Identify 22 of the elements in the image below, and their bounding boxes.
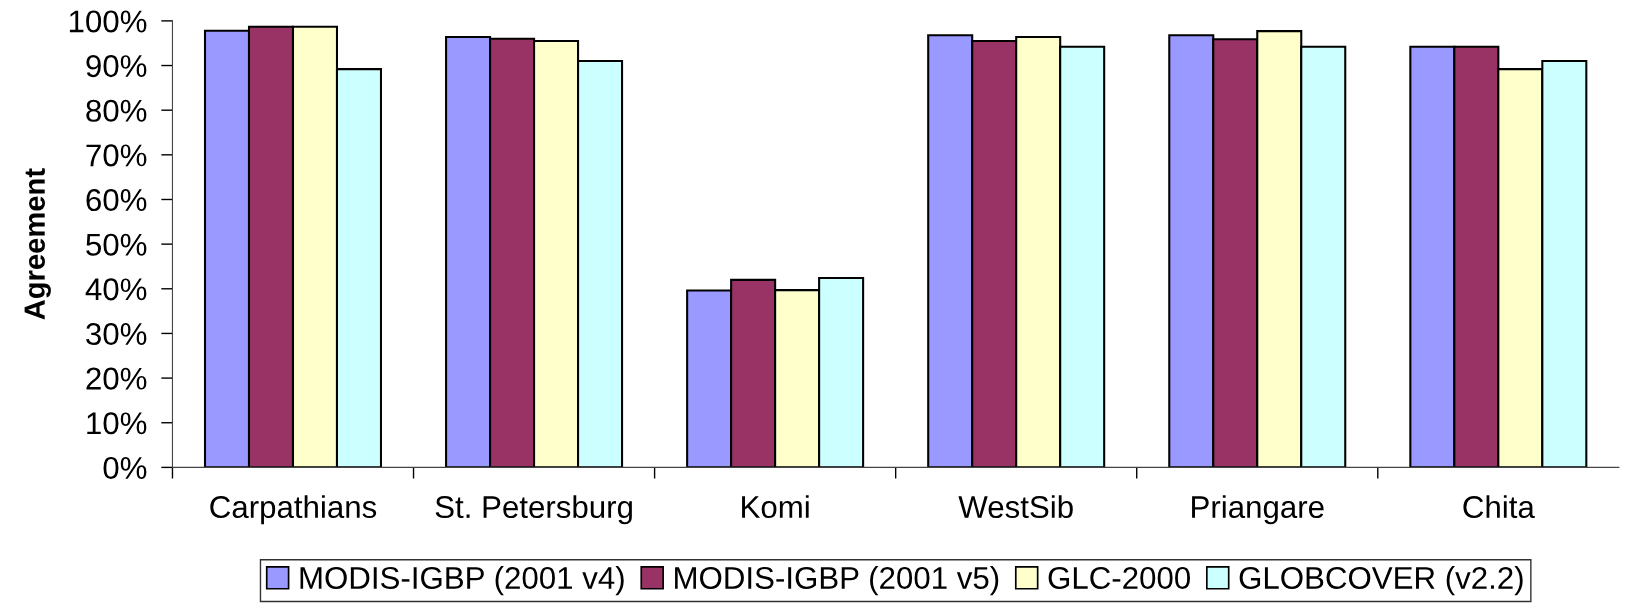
y-tick-label: 60% [86,188,147,212]
x-tick-label: Carpathians [210,495,377,525]
legend-label: MODIS-IGBP (2001 v5) [675,566,999,596]
y-tick-label: 0% [103,456,147,480]
x-tick-label: St. Petersburg [435,495,632,525]
y-tick-label: 70% [86,144,147,167]
x-tick-label: Komi [742,495,809,519]
y-tick-label: 20% [86,367,147,390]
x-tick-label: Chita [1463,495,1535,519]
y-axis-title: Agreement [24,168,51,320]
legend-label: MODIS-IGBP (2001 v4) [300,566,624,596]
y-tick-label: 40% [85,278,147,301]
legend-label: GLC-2000 [1048,566,1190,590]
legend-label: GLOBCOVER (v2.2) [1239,566,1523,596]
y-tick-label: 90% [86,55,147,78]
y-tick-label: 100% [69,10,147,33]
y-tick-label: 30% [86,322,147,346]
x-tick-label: Priangare [1192,495,1324,525]
y-tick-label: 50% [86,233,147,256]
x-tick-label: WestSib [958,495,1073,519]
y-tick-label: 10% [87,412,147,435]
y-tick-label: 80% [86,99,147,122]
